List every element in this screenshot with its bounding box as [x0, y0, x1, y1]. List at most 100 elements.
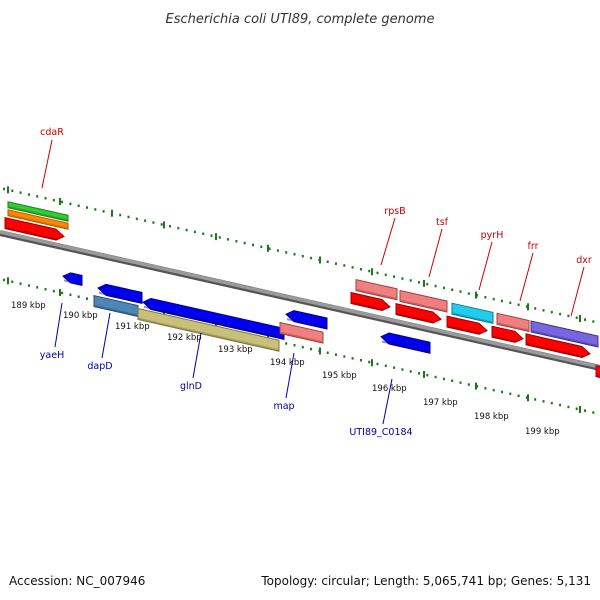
feature-rpsB-plus[interactable] [350, 291, 391, 312]
feature-yaeH[interactable] [62, 271, 83, 287]
feature-tsf[interactable] [399, 289, 448, 313]
upper-tick-track-dot [193, 230, 196, 234]
upper-tick-track-dot [426, 282, 429, 286]
lower-tick-track-dot [11, 280, 14, 283]
feature-dapD-shade [95, 304, 137, 317]
gene-label-dxr[interactable]: dxr [576, 255, 592, 266]
feature-glnD-block[interactable] [137, 307, 280, 352]
upper-tick-track-dot [11, 189, 14, 192]
upper-tick-track-major-tick [319, 256, 321, 264]
lower-tick-track-dot [484, 387, 487, 390]
feature-glnD[interactable] [142, 297, 285, 341]
lower-tick-track-dot [451, 379, 454, 382]
upper-tick-track-dot [442, 286, 445, 290]
lower-tick-track-dot [376, 362, 379, 366]
lower-tick-track-dot [368, 360, 371, 364]
upper-tick-track-dot [276, 249, 279, 252]
gene-label-map[interactable]: map [273, 401, 294, 412]
lower-tick-track-dot [567, 405, 570, 409]
gene-label-dapD[interactable]: dapD [87, 361, 112, 372]
upper-tick-track-dot [177, 226, 180, 230]
upper-tick-track-dot [310, 256, 313, 260]
feature-map-minus-shade [287, 318, 326, 329]
gene-label-UTI89_C0184[interactable]: UTI89_C0184 [349, 427, 412, 438]
upper-tick-track-dot [509, 301, 512, 305]
feature-dxr-plus[interactable] [525, 333, 591, 359]
upper-tick-track-dot [52, 198, 55, 202]
lower-tick-track-dot [501, 390, 503, 394]
feature-rpsB[interactable] [355, 278, 398, 301]
feature-pyrH-plus[interactable] [446, 315, 488, 336]
gene-label-frr[interactable]: frr [528, 241, 539, 252]
upper-tick-track-dot [451, 288, 454, 291]
feature-frr-plus[interactable] [491, 325, 524, 344]
lower-tick-track-dot [592, 411, 595, 414]
lower-tick-track-dot [335, 353, 337, 356]
upper-tick-track-major-tick [111, 209, 113, 217]
gene-label-tsf[interactable]: tsf [436, 217, 449, 228]
lower-tick-track-dot [86, 297, 88, 300]
lower-tick-track-dot [584, 409, 586, 412]
upper-tick-track-dot [102, 210, 105, 213]
lower-tick-track-dot [393, 366, 396, 369]
feature-frr[interactable] [496, 312, 530, 333]
upper-tick-track-dot [260, 245, 263, 249]
scale-label: 197 kbp [423, 398, 458, 408]
upper-tick-track-dot [44, 197, 47, 200]
feature-orange[interactable] [7, 209, 69, 230]
upper-tick-track-dot [534, 307, 537, 310]
feature-edge[interactable] [595, 364, 600, 380]
feature-green[interactable] [7, 201, 69, 222]
gene-label-yaeH[interactable]: yaeH [40, 350, 64, 361]
upper-tick-track-dot [542, 309, 545, 312]
feature-map-minus[interactable] [285, 309, 328, 330]
gene-label-cdaR[interactable]: cdaR [40, 127, 64, 138]
gene-label-rpsB[interactable]: rpsB [384, 206, 405, 217]
lower-tick-track-dot [534, 398, 537, 401]
upper-tick-track-dot [94, 208, 97, 211]
feature-tsf-plus-shade [397, 312, 433, 323]
lower-tick-track-dot [359, 359, 362, 362]
feature-dapD-minus[interactable] [97, 283, 143, 305]
lower-tick-track-dot [401, 368, 404, 371]
lower-tick-track-major-tick [423, 370, 425, 378]
upper-tick-track-dot [492, 297, 495, 301]
lower-tick-track-major-tick [371, 359, 373, 367]
feature-UTI89_C0184[interactable] [380, 331, 431, 354]
upper-tick-track-dot [285, 251, 288, 254]
upper-tick-track-dot [434, 284, 437, 288]
feature-cdaR[interactable] [4, 217, 65, 242]
upper-tick-track-dot [61, 200, 64, 204]
upper-tick-track-dot [401, 277, 404, 280]
upper-tick-track-dot [368, 269, 371, 273]
feature-cdaR-shade [6, 226, 56, 241]
lower-tick-track-dot [509, 392, 512, 396]
lower-tick-track-dot [61, 291, 64, 295]
upper-tick-track-dot [293, 253, 296, 256]
lower-tick-track-dot [467, 383, 470, 386]
feature-yaeH-shade [64, 279, 81, 286]
upper-tick-track-major-tick [527, 303, 529, 311]
gene-label-glnD[interactable]: glnD [180, 381, 202, 392]
upper-tick-track-dot [343, 264, 346, 267]
top-gene-labels: cdaR rpsB tsf pyrH frr dxr [40, 127, 592, 317]
feature-frr-plus-shade [493, 335, 515, 343]
feature-edge-shade [597, 374, 600, 379]
upper-tick-track-major-tick [267, 244, 269, 252]
upper-tick-track-dot [326, 260, 329, 263]
feature-tsf-plus[interactable] [395, 302, 442, 325]
feature-map[interactable] [279, 321, 324, 344]
feature-pyrH[interactable] [451, 302, 494, 325]
upper-tick-track-dot [268, 247, 271, 250]
upper-tick-track-dot [484, 296, 487, 299]
gene-pointer [382, 378, 393, 425]
upper-tick-track-dot [575, 316, 578, 319]
gene-label-pyrH[interactable]: pyrH [481, 230, 504, 241]
gene-pointer [54, 302, 63, 348]
feature-dxr[interactable] [530, 320, 599, 348]
upper-tick-track-dot [567, 314, 570, 318]
lower-tick-track-dot [301, 345, 304, 349]
feature-tsf-shade [401, 299, 446, 312]
upper-tick-track-dot [359, 268, 362, 271]
gene-pointer [192, 332, 202, 379]
